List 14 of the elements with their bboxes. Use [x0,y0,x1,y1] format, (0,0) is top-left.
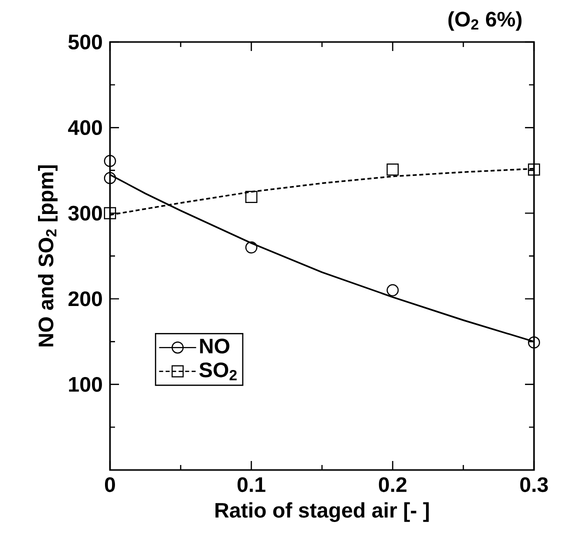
y-tick-label: 100 [69,376,102,392]
y-tick-label: 500 [68,34,102,50]
x-tick-label: 0.1 [238,477,266,492]
legend-label: NO [200,338,230,354]
chart-title: (O$_{2}$ 6%) [448,11,522,31]
legend-label: SO$_{2}$ [199,362,237,380]
x-tick-label: 0 [104,477,115,492]
y-tick-label: 400 [68,120,102,136]
x-axis-title: Ratio of staged air [- ] [215,502,429,522]
x-tick-label: 0.3 [520,477,548,492]
y-axis-title: NO and SO$_{2}$ [ppm] [38,165,58,346]
y-tick-label: 200 [68,291,102,306]
y-tick-label: 300 [68,206,102,221]
x-tick-label: 0.2 [378,477,406,492]
